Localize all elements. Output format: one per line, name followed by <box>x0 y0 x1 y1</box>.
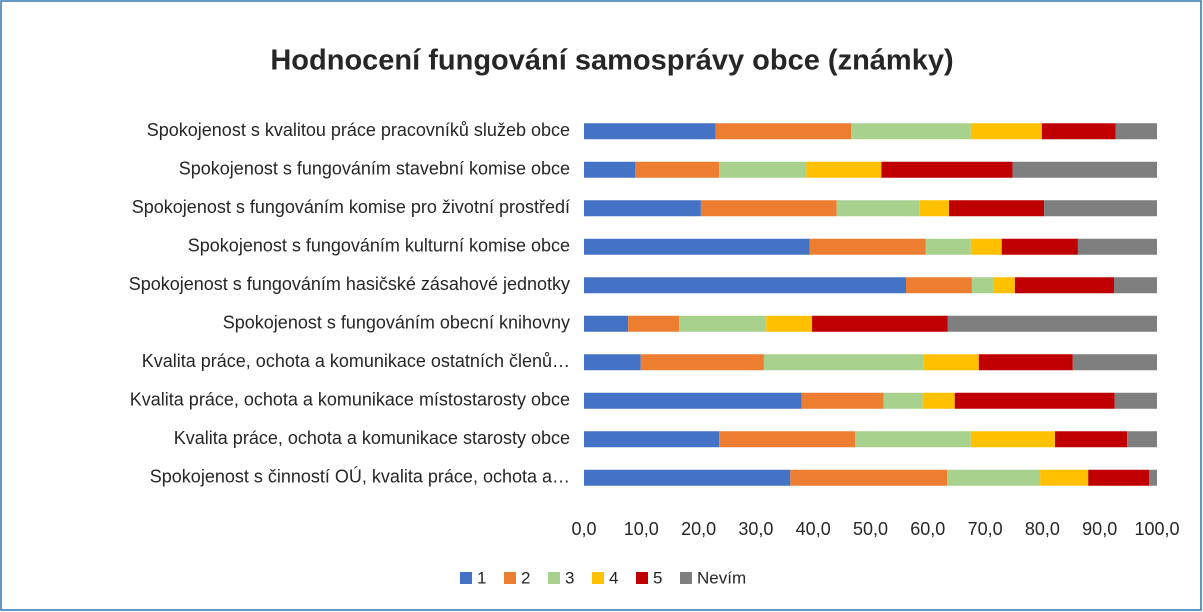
bar-segment <box>1041 123 1116 140</box>
bar-segment <box>954 392 1115 409</box>
category-label: Spokojenost s fungováním kulturní komise… <box>188 236 570 256</box>
legend-label: 2 <box>521 568 530 587</box>
bar-segment <box>806 161 882 178</box>
category-label: Spokojenost s fungováním hasičské zásaho… <box>129 274 570 294</box>
bar-segment <box>993 277 1015 294</box>
bar-segment <box>719 431 856 448</box>
bar-segment <box>1014 277 1115 294</box>
bar-segment <box>1115 123 1157 140</box>
bar-segment <box>1077 238 1157 255</box>
category-label: Kvalita práce, ochota a komunikace staro… <box>174 428 570 448</box>
category-label: Spokojenost s kvalitou práce pracovníků … <box>147 120 570 140</box>
x-tick-label: 60,0 <box>910 519 945 539</box>
bar-segment <box>947 315 1157 332</box>
bar-segment <box>971 277 994 294</box>
bar-segment <box>584 277 907 294</box>
bar-segment <box>584 469 791 486</box>
x-tick-label: 100,0 <box>1134 519 1179 539</box>
legend-swatch <box>504 572 516 584</box>
chart-title: Hodnocení fungování samosprávy obce (zná… <box>270 45 953 77</box>
bar-segment <box>906 277 972 294</box>
bar-segment <box>970 123 1042 140</box>
bar-segment <box>584 123 716 140</box>
category-label: Spokojenost s fungováním obecní knihovny <box>223 313 570 333</box>
bar-segment <box>801 392 884 409</box>
bar-segment <box>634 161 720 178</box>
bar-segment <box>790 469 948 486</box>
bar-segment <box>923 354 979 371</box>
bar-segment <box>925 238 971 255</box>
bar-segment <box>855 431 971 448</box>
bar-segment <box>851 123 971 140</box>
bar-segment <box>1148 469 1157 486</box>
x-tick-label: 70,0 <box>968 519 1003 539</box>
bar-segment <box>1044 200 1157 217</box>
bar-segment <box>584 200 701 217</box>
category-label: Spokojenost s fungováním stavební komise… <box>179 159 570 179</box>
bar-segment <box>584 431 720 448</box>
bar-segment <box>1072 354 1157 371</box>
bar-segment <box>922 392 955 409</box>
x-tick-label: 50,0 <box>853 519 888 539</box>
bar-segment <box>766 315 813 332</box>
x-tick-label: 80,0 <box>1025 519 1060 539</box>
legend-swatch <box>680 572 692 584</box>
legend-swatch <box>636 572 648 584</box>
bar-segment <box>584 161 635 178</box>
bar-segment <box>1114 277 1157 294</box>
bar-segment <box>970 431 1056 448</box>
x-tick-label: 90,0 <box>1082 519 1117 539</box>
bar-segment <box>640 354 764 371</box>
bar-segment <box>949 200 1045 217</box>
bar-segment <box>1055 431 1128 448</box>
bar-segment <box>978 354 1073 371</box>
bar-segment <box>584 238 810 255</box>
category-label: Kvalita práce, ochota a komunikace místo… <box>130 390 570 410</box>
bar-segment <box>700 200 837 217</box>
bar-segment <box>584 315 629 332</box>
bar-segment <box>1127 431 1157 448</box>
legend-label: 5 <box>653 568 662 587</box>
bar-segment <box>584 392 802 409</box>
bar-segment <box>1088 469 1149 486</box>
bar-segment <box>628 315 680 332</box>
bar-segment <box>836 200 920 217</box>
legend-label: 3 <box>565 568 574 587</box>
bar-segment <box>719 161 807 178</box>
legend-swatch <box>548 572 560 584</box>
bar-segment <box>881 161 1013 178</box>
x-tick-label: 0,0 <box>571 519 596 539</box>
bar-segment <box>970 238 1002 255</box>
bar-segment <box>919 200 950 217</box>
x-tick-label: 10,0 <box>624 519 659 539</box>
bar-segment <box>947 469 1041 486</box>
legend-swatch <box>592 572 604 584</box>
category-label: Kvalita práce, ochota a komunikace ostat… <box>142 351 570 371</box>
bar-segment <box>715 123 852 140</box>
legend-label: 1 <box>477 568 486 587</box>
legend-swatch <box>460 572 472 584</box>
x-tick-label: 40,0 <box>796 519 831 539</box>
category-label: Spokojenost s fungováním komise pro živo… <box>132 197 570 217</box>
legend-label: Nevím <box>697 568 746 587</box>
x-tick-label: 20,0 <box>681 519 716 539</box>
bar-segment <box>763 354 924 371</box>
bar-segment <box>1040 469 1089 486</box>
legend-label: 4 <box>609 568 618 587</box>
bar-segment <box>1001 238 1078 255</box>
bar-segment <box>809 238 926 255</box>
bar-segment <box>584 354 641 371</box>
category-label: Spokojenost s činností OÚ, kvalita práce… <box>150 466 570 487</box>
bar-segment <box>679 315 767 332</box>
bar-segment <box>1012 161 1157 178</box>
x-tick-label: 30,0 <box>738 519 773 539</box>
bar-segment <box>812 315 948 332</box>
bar-segment <box>1114 392 1157 409</box>
bar-segment <box>883 392 923 409</box>
